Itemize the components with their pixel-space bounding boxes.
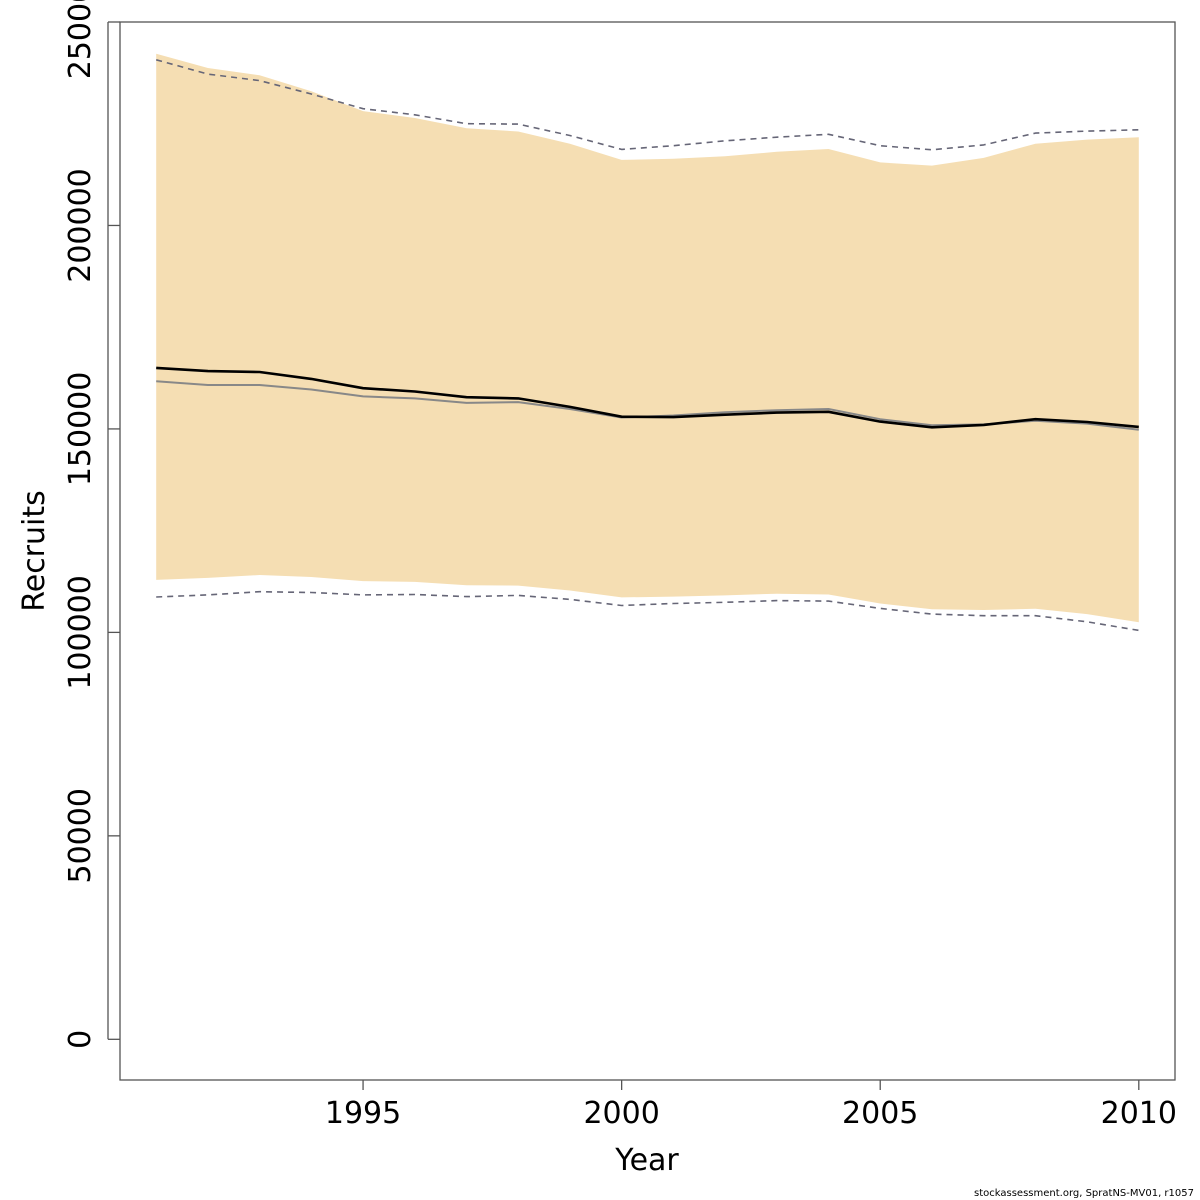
source-note: stockassessment.org, SpratNS-MV01, r1057: [974, 1188, 1194, 1199]
y-tick-label: 0: [63, 1030, 98, 1049]
y-tick-label: 200000: [63, 168, 98, 283]
y-tick-label: 50000: [63, 788, 98, 883]
estimate-line: [156, 366, 1139, 429]
y-tick-label: 100000: [63, 575, 98, 690]
x-tick-label: 2010: [1101, 1096, 1177, 1131]
band-area: [156, 53, 1139, 623]
y-tick-label: 150000: [63, 372, 98, 487]
x-tick-label: 1995: [325, 1096, 401, 1131]
confidence-band: [156, 53, 1139, 623]
plot-frame: [119, 21, 1176, 1081]
y-axis: 0 50000 100000 150000 200000 250000: [63, 0, 120, 1049]
y-axis-title: Recruits: [17, 490, 52, 612]
x-tick-label: 2000: [583, 1096, 659, 1131]
x-axis: 1995 2000 2005 2010: [325, 1080, 1177, 1131]
upper-interval-line: [155, 59, 1139, 151]
series-lines: [155, 59, 1139, 632]
x-tick-label: 2005: [842, 1096, 918, 1131]
x-axis-title: Year: [614, 1143, 679, 1178]
y-tick-label: 250000: [63, 0, 98, 79]
